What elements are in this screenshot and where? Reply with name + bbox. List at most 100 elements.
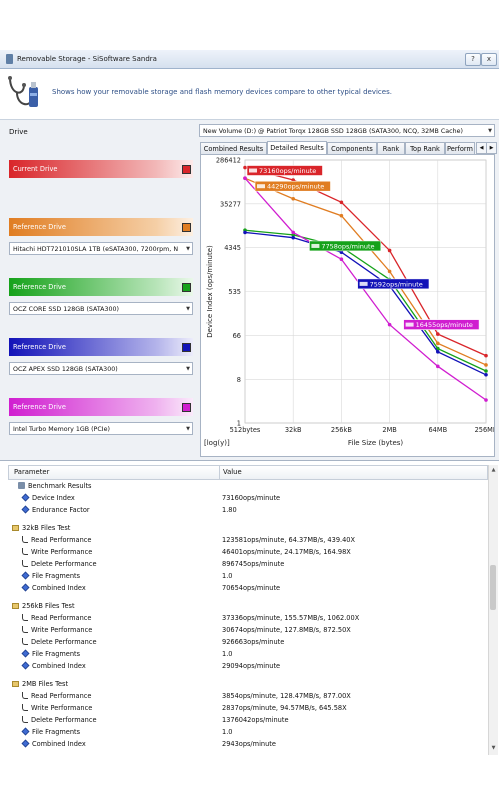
tab-scroll-right-icon[interactable]: ▶ — [486, 142, 497, 154]
y-tick-label: 35277 — [220, 200, 241, 208]
result-row[interactable]: Write Performance — [22, 703, 92, 714]
data-point — [387, 269, 392, 274]
parameter-value: 896745ops/minute — [222, 560, 285, 568]
reference-device-select-2[interactable]: OCZ CORE SSD 128GB (SATA300) ▼ — [9, 302, 193, 315]
performance-icon — [22, 626, 28, 633]
scale-note: [log(y)] — [204, 439, 230, 447]
result-row[interactable]: Delete Performance — [22, 715, 97, 726]
parameter-name: Read Performance — [31, 536, 92, 544]
reference-device-select-1[interactable]: Hitachi HDT721010SLA 1TB (eSATA300, 7200… — [9, 242, 193, 255]
result-row[interactable]: Delete Performance — [22, 559, 97, 570]
reference-drive-bar-1[interactable]: Reference Drive — [9, 218, 193, 236]
data-point — [291, 235, 295, 240]
data-point — [339, 257, 344, 262]
data-point — [436, 364, 440, 369]
result-row[interactable]: File Fragments — [21, 571, 80, 582]
result-row[interactable]: File Fragments — [21, 649, 80, 660]
drive-select[interactable]: New Volume (D:) @ Patriot Torqx 128GB SS… — [199, 124, 495, 137]
parameter-value: 70654ops/minute — [222, 584, 281, 592]
drive-select-value: New Volume (D:) @ Patriot Torqx 128GB SS… — [203, 128, 463, 135]
result-row[interactable]: Device Index — [21, 493, 75, 504]
reference-drive-bar-2[interactable]: Reference Drive — [9, 278, 193, 296]
result-row[interactable]: Benchmark Results — [18, 481, 91, 492]
annotation-box — [403, 319, 480, 330]
result-row[interactable]: Write Performance — [22, 625, 92, 636]
series-line — [244, 229, 487, 372]
color-swatch[interactable] — [182, 343, 191, 352]
close-button[interactable]: x — [481, 53, 497, 66]
result-row[interactable]: Endurance Factor — [21, 505, 90, 516]
color-swatch[interactable] — [182, 283, 191, 292]
reference-device-select-4[interactable]: Intel Turbo Memory 1GB (PCIe) ▼ — [9, 422, 193, 435]
reference-device-value: OCZ CORE SSD 128GB (SATA300) — [13, 306, 119, 313]
tab-components[interactable]: Components — [327, 142, 377, 154]
result-row[interactable]: Read Performance — [22, 535, 91, 546]
tab-detailed-results[interactable]: Detailed Results — [267, 141, 327, 154]
tab-performance[interactable]: Perform — [445, 142, 475, 154]
ref-label: Reference Drive — [13, 343, 66, 351]
folder-icon — [12, 681, 19, 687]
reference-device-value: Intel Turbo Memory 1GB (PCIe) — [13, 426, 110, 433]
result-row[interactable]: Read Performance — [22, 691, 91, 702]
reference-device-select-3[interactable]: OCZ APEX SSD 128GB (SATA300) ▼ — [9, 362, 193, 375]
result-row[interactable]: Read Performance — [22, 613, 91, 624]
scroll-down-icon[interactable]: ▼ — [491, 745, 496, 751]
scroll-thumb[interactable] — [490, 565, 496, 610]
value-icon — [21, 493, 30, 502]
tab-rank[interactable]: Rank — [377, 142, 405, 154]
series-line — [244, 177, 487, 401]
chevron-down-icon: ▼ — [186, 426, 190, 432]
color-swatch[interactable] — [182, 403, 191, 412]
result-row[interactable]: Delete Performance — [22, 637, 97, 648]
parameter-name: Endurance Factor — [32, 506, 90, 514]
series-line — [244, 231, 487, 376]
series-line — [244, 166, 487, 357]
current-drive-bar[interactable]: Current Drive — [9, 160, 193, 178]
value-icon — [21, 583, 30, 592]
parameter-name: 32kB Files Test — [22, 524, 71, 532]
y-tick-label: 4345 — [224, 244, 241, 252]
result-group[interactable]: 256kB Files Test — [12, 601, 75, 612]
color-swatch[interactable] — [182, 223, 191, 232]
result-row[interactable]: Combined Index — [21, 661, 86, 672]
reference-drive-bar-3[interactable]: Reference Drive — [9, 338, 193, 356]
data-point — [291, 230, 295, 235]
annotation-label: 73160ops/minute — [259, 167, 316, 175]
x-axis-label: File Size (bytes) — [348, 439, 404, 447]
annotation-label: 7592ops/minute — [370, 280, 423, 288]
result-row[interactable]: Combined Index — [21, 739, 86, 750]
scroll-up-icon[interactable]: ▲ — [491, 467, 496, 473]
data-point — [484, 373, 488, 377]
result-group[interactable]: 32kB Files Test — [12, 523, 70, 534]
result-row[interactable]: Combined Index — [21, 583, 86, 594]
result-group[interactable]: 2MB Files Test — [12, 679, 68, 690]
performance-icon — [22, 716, 28, 723]
column-parameter[interactable]: Parameter — [14, 468, 50, 476]
result-row[interactable]: File Fragments — [21, 727, 80, 738]
x-tick-label: 256kB — [331, 426, 352, 434]
color-swatch[interactable] — [182, 165, 191, 174]
reference-drive-bar-4[interactable]: Reference Drive — [9, 398, 193, 416]
parameter-name: Device Index — [32, 494, 75, 502]
tab-combined-results[interactable]: Combined Results — [200, 142, 267, 154]
header-banner: Shows how your removable storage and fla… — [0, 69, 499, 119]
column-value[interactable]: Value — [223, 468, 242, 476]
performance-icon — [22, 614, 28, 621]
data-point — [243, 165, 247, 170]
parameter-value: 73160ops/minute — [222, 494, 281, 502]
annotation-box — [246, 165, 323, 176]
value-icon — [21, 649, 30, 658]
annotation-box — [309, 240, 382, 252]
vertical-scrollbar[interactable]: ▲ ▼ — [488, 465, 498, 755]
drive-icon — [405, 322, 414, 327]
app-icon — [6, 54, 13, 64]
result-row[interactable]: Write Performance — [22, 547, 92, 558]
data-point — [436, 350, 440, 354]
performance-icon — [22, 536, 28, 543]
column-divider[interactable] — [219, 466, 220, 479]
chevron-down-icon: ▼ — [488, 128, 492, 134]
value-icon — [21, 505, 30, 514]
help-button[interactable]: ? — [465, 53, 481, 66]
tab-top-rank[interactable]: Top Rank — [405, 142, 445, 154]
main-panel: Drive New Volume (D:) @ Patriot Torqx 12… — [0, 120, 499, 460]
